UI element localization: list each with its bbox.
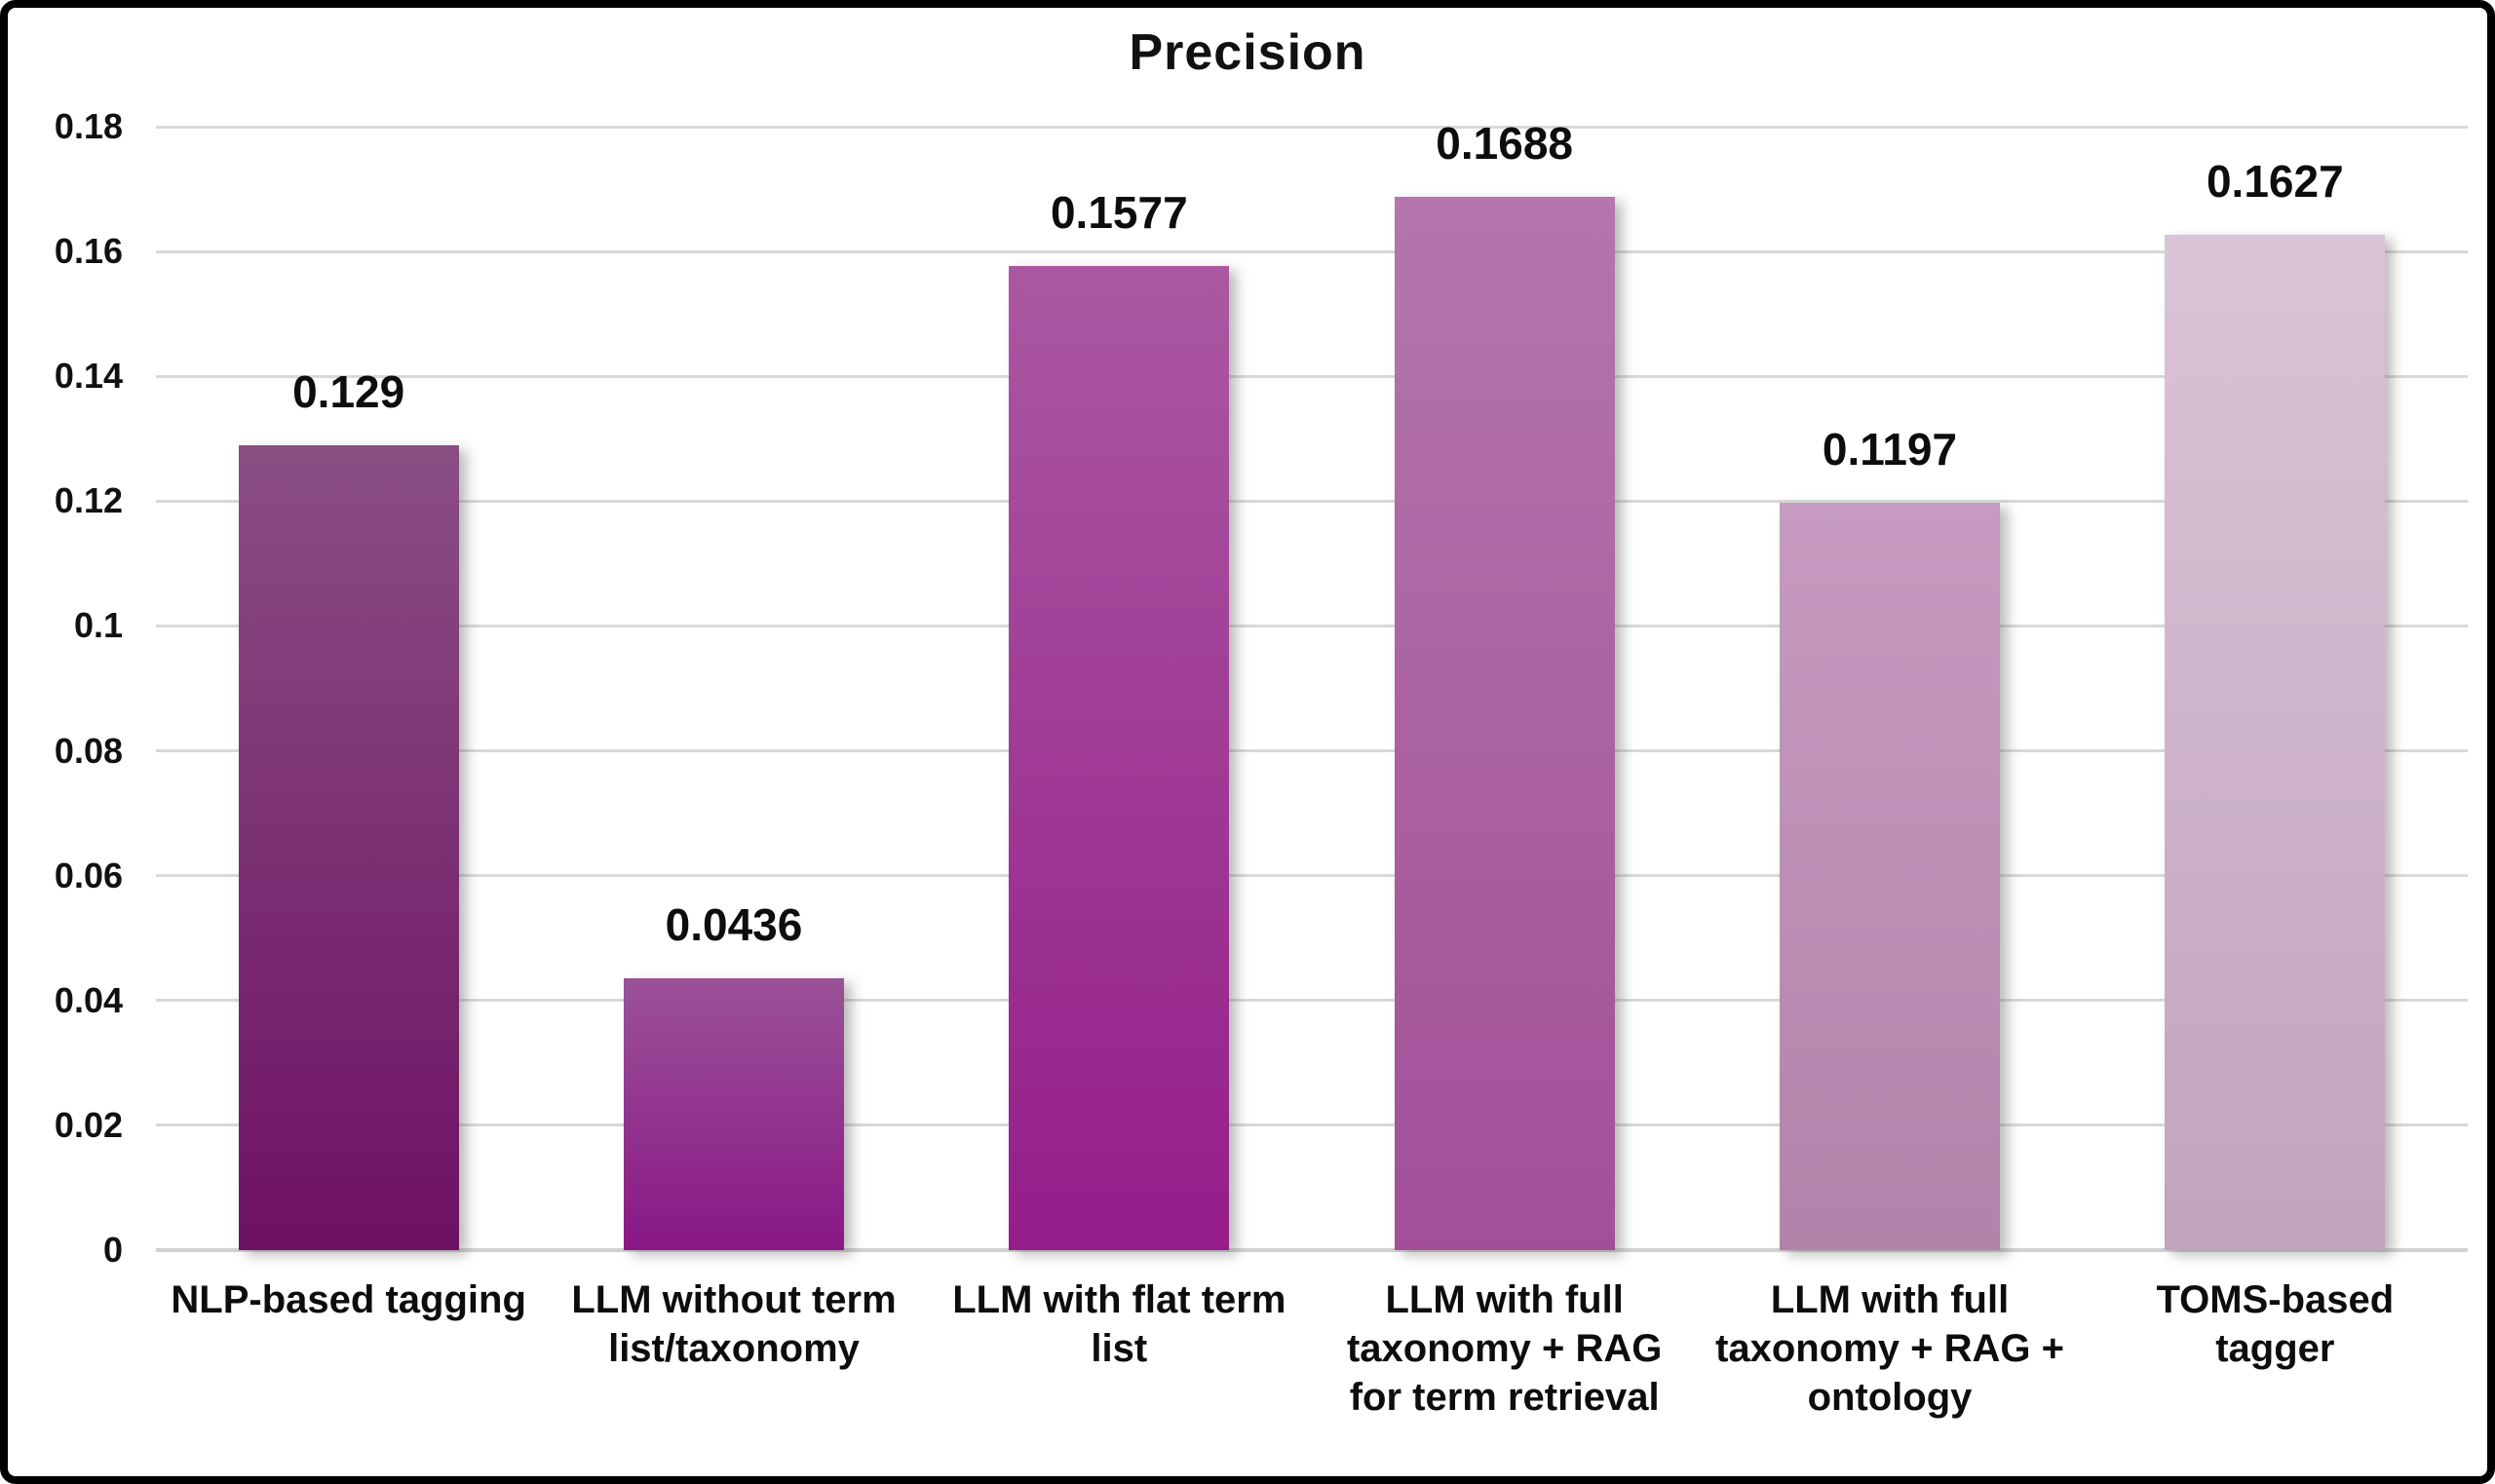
bar-value-label: 0.0436 [665,898,803,950]
bar-value-label: 0.1627 [2206,155,2344,207]
y-tick-label: 0.16 [54,231,123,272]
y-tick-label: 0.14 [54,356,123,397]
y-tick-label: 0.02 [54,1104,123,1145]
bar-value-label: 0.129 [292,365,405,417]
y-tick-label: 0.06 [54,855,123,895]
y-gridline [156,999,2468,1003]
y-gridline [156,624,2468,628]
bar-4 [1394,196,1615,1250]
y-tick-label: 0.04 [54,979,123,1020]
y-tick-label: 0.1 [73,605,123,646]
x-axis-category-label: NLP-based tagging [171,1278,526,1321]
bar-value-label: 0.1577 [1050,186,1188,238]
chart-title: Precision [1129,24,1366,81]
x-axis-category-label: LLM with full taxonomy + RAG + ontology [1715,1278,2064,1419]
y-tick-label: 0.08 [54,730,123,771]
y-tick-label: 0.12 [54,480,123,521]
y-gridline [156,1123,2468,1127]
bar-1 [238,444,459,1250]
y-tick-label: 0.18 [54,106,123,146]
x-axis-category-label: LLM with full taxonomy + RAG for term re… [1346,1278,1663,1419]
y-tick-label: 0 [102,1230,123,1270]
bar-value-label: 0.1197 [1822,424,1958,476]
bar-value-label: 0.1688 [1436,117,1573,169]
y-gridline [156,499,2468,503]
y-gridline [156,874,2468,878]
x-axis-category-label: LLM without term list/taxonomy [571,1278,897,1370]
bar-6 [2165,234,2386,1250]
bar-5 [1780,503,2000,1250]
y-gridline [156,749,2468,753]
x-axis-category-label: TOMS-based tagger [2156,1278,2395,1370]
y-gridline [156,249,2468,253]
y-gridline [156,125,2468,129]
y-gridline [156,374,2468,378]
x-axis-line [156,1248,2468,1252]
bar-3 [1009,265,1230,1250]
bar-2 [624,977,844,1250]
x-axis-category-label: LLM with flat term list [952,1278,1286,1370]
